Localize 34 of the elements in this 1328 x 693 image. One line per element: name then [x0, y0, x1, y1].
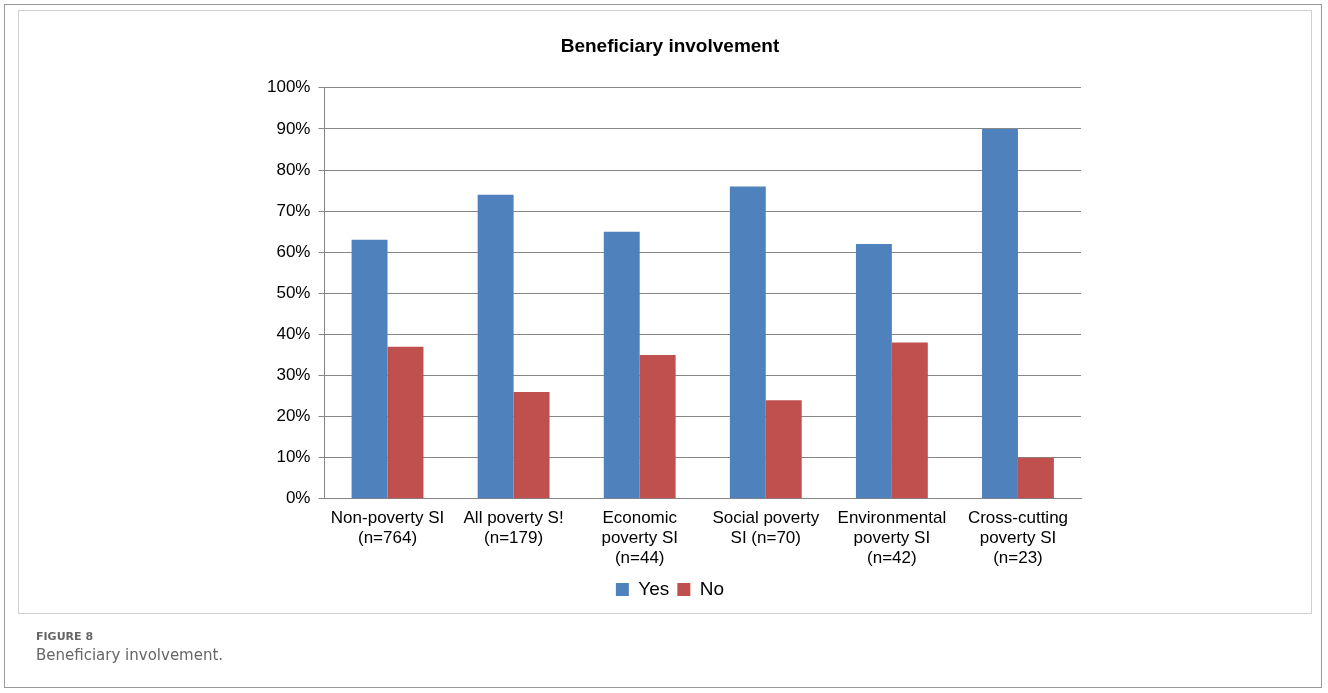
bar	[855, 243, 892, 499]
bar	[477, 194, 514, 499]
y-tick-label: 90%	[276, 118, 311, 138]
y-tick-label: 70%	[276, 200, 311, 220]
y-tick-label: 40%	[276, 324, 311, 344]
bar	[639, 354, 676, 499]
x-tick-label: Cross-cutting poverty SI (n=23)	[967, 507, 1069, 568]
bar	[513, 391, 550, 499]
bar	[765, 400, 802, 499]
x-tick-label: Non-poverty SI (n=764)	[330, 507, 445, 548]
y-tick-label: 10%	[276, 447, 311, 467]
text: Beneficiary involvement.	[36, 646, 224, 664]
y-tick-label: 20%	[276, 406, 311, 426]
bar	[891, 342, 928, 499]
x-tick-label: Economic poverty SI (n=44)	[601, 507, 678, 568]
y-tick-label: 60%	[276, 241, 311, 261]
y-tick-label: 50%	[276, 282, 311, 302]
x-tick-label: Social poverty SI (n=70)	[712, 507, 820, 548]
caption: FIGURE 8	[36, 630, 95, 643]
bar	[982, 128, 1018, 499]
y-tick-label: 30%	[276, 365, 311, 385]
legend-label: Yes	[638, 577, 670, 599]
x-tick-label: All poverty S! (n=179)	[463, 507, 564, 548]
x-tick-label: Environmental poverty SI (n=42)	[837, 507, 947, 568]
legend-label: No	[699, 577, 725, 599]
y-tick-label: 100%	[267, 77, 311, 97]
bar	[351, 239, 388, 499]
bar	[387, 346, 424, 499]
bar	[729, 186, 766, 499]
y-tick-label: 80%	[276, 159, 311, 179]
y-tick-label: 0%	[285, 488, 311, 508]
bar	[603, 231, 640, 499]
chart-title: Beneficiary involvement	[560, 34, 780, 56]
bar	[1017, 457, 1054, 499]
